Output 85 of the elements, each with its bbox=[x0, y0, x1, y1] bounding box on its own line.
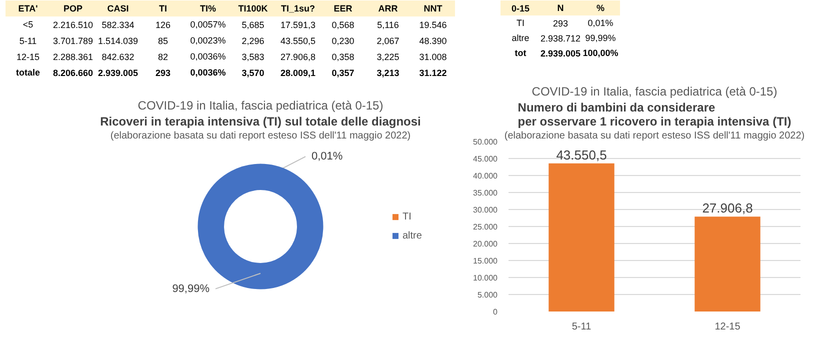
data-label: 43.550,5 bbox=[556, 147, 607, 162]
text: 85 bbox=[158, 36, 168, 46]
category-label: ETA' bbox=[18, 4, 38, 14]
legend-label: TI bbox=[402, 212, 412, 223]
category-label: ARR bbox=[378, 4, 398, 14]
text: 3,225 bbox=[376, 52, 400, 62]
text: tot bbox=[514, 48, 526, 58]
text: 293 bbox=[155, 68, 171, 78]
y-tick-label: 20.000 bbox=[473, 240, 498, 248]
data-label: 99,99% bbox=[172, 282, 210, 295]
text: 0,357 bbox=[332, 68, 354, 78]
y-tick-label: 0 bbox=[493, 308, 498, 316]
text: 5,116 bbox=[377, 20, 399, 30]
chart-title: COVID-19 in Italia, fascia pediatrica (età 0-15) bbox=[138, 98, 384, 112]
y-tick-label: 25.000 bbox=[473, 222, 498, 232]
text: 3,583 bbox=[242, 52, 264, 62]
category-label: CASI bbox=[107, 4, 129, 14]
text: 19.546 bbox=[419, 20, 447, 30]
category-label: % bbox=[596, 3, 605, 13]
text: 0,0057% bbox=[190, 20, 226, 30]
y-tick-label: 45.000 bbox=[473, 154, 498, 164]
text: 3,213 bbox=[376, 68, 400, 78]
text: 48.390 bbox=[419, 36, 447, 46]
text: 0,358 bbox=[332, 52, 354, 62]
y-tick-label: 40.000 bbox=[473, 172, 498, 180]
text: 28.009,1 bbox=[280, 68, 316, 78]
text: 2.288.361 bbox=[52, 52, 94, 62]
text: 0,568 bbox=[332, 20, 354, 30]
text: 0,0036% bbox=[190, 52, 226, 62]
text: 5-11 bbox=[19, 36, 37, 46]
category-label: TI bbox=[159, 4, 167, 14]
text: totale bbox=[16, 68, 40, 78]
annotation: (elaborazione basata su dati report esteso ISS dell'11 maggio 2022) bbox=[504, 130, 805, 142]
category-label: N bbox=[557, 3, 564, 13]
category-label: EER bbox=[334, 4, 353, 14]
text: 2.938.712 bbox=[540, 34, 581, 44]
text: 27.906,8 bbox=[280, 52, 316, 62]
text: 31.008 bbox=[419, 52, 447, 62]
text: 293 bbox=[552, 18, 568, 28]
text: 43.550,5 bbox=[280, 36, 316, 46]
text: TI bbox=[516, 18, 524, 28]
category-label: NNT bbox=[424, 4, 443, 14]
text: 8.206.660 bbox=[52, 68, 94, 78]
text: 17.591,3 bbox=[280, 20, 316, 30]
text: 126 bbox=[155, 20, 171, 30]
text: 3,570 bbox=[242, 68, 264, 78]
category-label: TI100K bbox=[238, 4, 268, 14]
y-tick-label: 10.000 bbox=[473, 274, 498, 282]
legend-label: altre bbox=[402, 230, 422, 242]
text: 2,296 bbox=[242, 36, 264, 46]
text: 2.939.005 bbox=[540, 48, 581, 58]
text: (elaborazione basata su dati report esteso ISS dell'11 maggio 2022) bbox=[110, 130, 411, 142]
category-label: 0-15 bbox=[511, 4, 530, 14]
text: altre bbox=[512, 33, 530, 43]
y-tick-label: 15.000 bbox=[473, 256, 498, 266]
chart-subtitle: Ricoveri in terapia intensiva (TI) sul totale delle diagnosi bbox=[100, 114, 421, 128]
chart-subtitle: Numero di bambini da considerare per osservare 1 ricovero in terapia intensiva (TI) bbox=[518, 100, 792, 128]
text: 0,0023% bbox=[190, 36, 226, 46]
text: 5,685 bbox=[242, 20, 264, 30]
text: 31.122 bbox=[419, 68, 447, 78]
text: 82 bbox=[158, 52, 168, 62]
text: 3.701.789 bbox=[52, 36, 94, 46]
category-label: POP bbox=[63, 4, 83, 14]
category-label: TI% bbox=[200, 4, 216, 14]
data-label: 0,01% bbox=[312, 150, 343, 163]
y-tick-label: 50.000 bbox=[473, 138, 498, 146]
y-tick-label: 5.000 bbox=[477, 290, 498, 300]
text: 0,0036% bbox=[190, 68, 226, 78]
y-tick-label: 30.000 bbox=[473, 206, 498, 214]
text: 0,01% bbox=[588, 18, 614, 28]
text: 2.216.510 bbox=[52, 20, 94, 30]
text: 99,99% bbox=[585, 33, 616, 43]
text: 1.514.039 bbox=[98, 36, 138, 46]
category-label: TI_1su? bbox=[280, 4, 316, 14]
text: 100,00% bbox=[582, 48, 618, 58]
text: 842.632 bbox=[102, 52, 134, 62]
text: 0,230 bbox=[332, 36, 354, 46]
y-tick-label: 35.000 bbox=[473, 188, 498, 198]
text: 2,067 bbox=[376, 36, 400, 46]
data-label: 27.906,8 bbox=[702, 200, 753, 216]
text: 12-15 bbox=[16, 52, 40, 62]
text: 582.334 bbox=[102, 20, 134, 30]
chart-title: COVID-19 in Italia, fascia pediatrica (età 0-15) bbox=[532, 84, 778, 98]
text: <5 bbox=[22, 20, 34, 30]
text: 2.939.005 bbox=[98, 68, 138, 78]
